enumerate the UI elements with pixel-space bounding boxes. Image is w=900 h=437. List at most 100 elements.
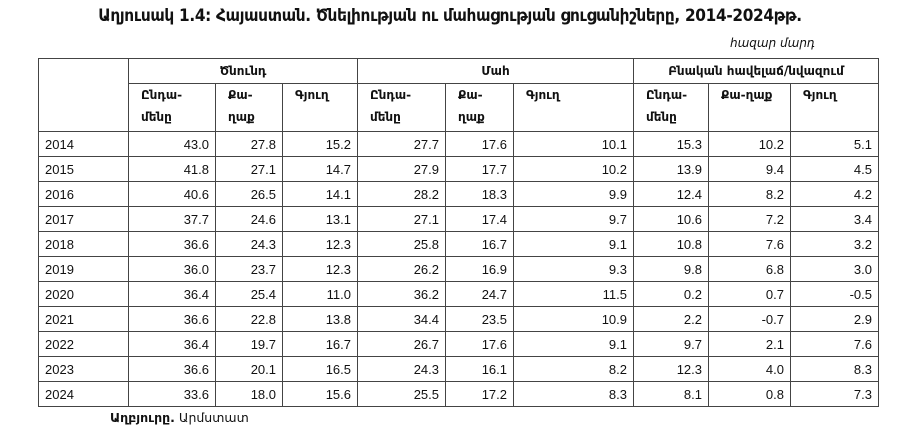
- source-note: Աղբյուրը. Արմստատ: [110, 410, 249, 425]
- value-cell: 17.2: [445, 381, 514, 407]
- value-cell: 16.1: [445, 356, 514, 382]
- data-table: Ծնունդ Մահ Բնական հավելաճ/նվազում Ընդա-մ…: [38, 58, 879, 407]
- value-cell: 9.1: [513, 331, 634, 357]
- table-row: 2020 36.4 25.4 11.0 36.2 24.7 11.5 0.2 0.7 -0.5: [38, 281, 879, 307]
- value-cell: 26.2: [357, 256, 446, 282]
- subheader: Ընդա-մենը: [633, 83, 709, 132]
- table-row: 2021 36.6 22.8 13.8 34.4 23.5 10.9 2.2 -0.7 2.9: [38, 306, 879, 332]
- table-title: Աղյուսակ 1.4: Հայաստան. Ծնելիության ու մ…: [98, 6, 802, 26]
- value-cell: 9.7: [633, 331, 709, 357]
- year-cell: 2014: [38, 131, 129, 157]
- value-cell: 13.1: [282, 206, 358, 232]
- subheader-line: Գյուղ: [295, 88, 329, 102]
- value-cell: 0.7: [708, 281, 791, 307]
- value-cell: 22.8: [215, 306, 283, 332]
- table-row: 2019 36.0 23.7 12.3 26.2 16.9 9.3 9.8 6.8 3.0: [38, 256, 879, 282]
- subheader: Գյուղ: [790, 83, 879, 132]
- value-cell: 25.5: [357, 381, 446, 407]
- value-cell: 27.8: [215, 131, 283, 157]
- value-cell: 26.7: [357, 331, 446, 357]
- table-row: 2017 37.7 24.6 13.1 27.1 17.4 9.7 10.6 7.2 3.4: [38, 206, 879, 232]
- value-cell: 16.7: [445, 231, 514, 257]
- value-cell: 27.9: [357, 156, 446, 182]
- value-cell: 9.8: [633, 256, 709, 282]
- year-cell: 2023: [38, 356, 129, 382]
- value-cell: 12.4: [633, 181, 709, 207]
- value-cell: 28.2: [357, 181, 446, 207]
- value-cell: 34.4: [357, 306, 446, 332]
- subheader-line: Քա-: [458, 88, 483, 102]
- value-cell: 9.1: [513, 231, 634, 257]
- unit-label: հազար մարդ: [730, 36, 815, 50]
- table-row: 2023 36.6 20.1 16.5 24.3 16.1 8.2 12.3 4.0 8.3: [38, 356, 879, 382]
- value-cell: 3.2: [790, 231, 879, 257]
- value-cell: 16.9: [445, 256, 514, 282]
- group-header-deaths: Մահ: [357, 58, 634, 84]
- year-cell: 2016: [38, 181, 129, 207]
- value-cell: 10.1: [513, 131, 634, 157]
- value-cell: 11.5: [513, 281, 634, 307]
- year-cell: 2017: [38, 206, 129, 232]
- value-cell: 27.1: [357, 206, 446, 232]
- year-cell: 2022: [38, 331, 129, 357]
- source-label: Աղբյուրը.: [110, 410, 175, 425]
- subheader: Գյուղ: [513, 83, 634, 132]
- value-cell: 24.3: [357, 356, 446, 382]
- value-cell: 8.3: [790, 356, 879, 382]
- value-cell: 17.4: [445, 206, 514, 232]
- value-cell: 10.2: [513, 156, 634, 182]
- subheader-line: Գյուղ: [526, 88, 560, 102]
- value-cell: 9.3: [513, 256, 634, 282]
- value-cell: 9.9: [513, 181, 634, 207]
- value-cell: 16.7: [282, 331, 358, 357]
- value-cell: 10.9: [513, 306, 634, 332]
- value-cell: 4.2: [790, 181, 879, 207]
- value-cell: 10.6: [633, 206, 709, 232]
- value-cell: 16.5: [282, 356, 358, 382]
- value-cell: 19.7: [215, 331, 283, 357]
- value-cell: 4.5: [790, 156, 879, 182]
- value-cell: 5.1: [790, 131, 879, 157]
- year-cell: 2021: [38, 306, 129, 332]
- value-cell: 41.8: [128, 156, 216, 182]
- table-row: 2015 41.8 27.1 14.7 27.9 17.7 10.2 13.9 9.4 4.5: [38, 156, 879, 182]
- value-cell: 17.7: [445, 156, 514, 182]
- year-cell: 2020: [38, 281, 129, 307]
- value-cell: 8.2: [708, 181, 791, 207]
- value-cell: 9.7: [513, 206, 634, 232]
- value-cell: 36.6: [128, 231, 216, 257]
- value-cell: 8.3: [513, 381, 634, 407]
- subheader-line: Ընդա-: [141, 88, 183, 102]
- value-cell: 15.6: [282, 381, 358, 407]
- table-row: 2022 36.4 19.7 16.7 26.7 17.6 9.1 9.7 2.1 7.6: [38, 331, 879, 357]
- value-cell: 13.8: [282, 306, 358, 332]
- year-cell: 2019: [38, 256, 129, 282]
- subheader: Ընդա-մենը: [357, 83, 446, 132]
- subheader-line: ղաք: [458, 110, 485, 124]
- value-cell: 7.6: [790, 331, 879, 357]
- subheader-line: ղաք: [228, 110, 255, 124]
- subheader-line: մենը: [141, 110, 172, 124]
- value-cell: 7.2: [708, 206, 791, 232]
- value-cell: 0.2: [633, 281, 709, 307]
- value-cell: 23.5: [445, 306, 514, 332]
- value-cell: 17.6: [445, 131, 514, 157]
- value-cell: 4.0: [708, 356, 791, 382]
- value-cell: 8.1: [633, 381, 709, 407]
- subheader-line: Քա-ղաք: [721, 88, 773, 102]
- year-cell: 2018: [38, 231, 129, 257]
- year-cell: 2024: [38, 381, 129, 407]
- value-cell: 36.4: [128, 331, 216, 357]
- subheader-line: մենը: [646, 110, 677, 124]
- value-cell: 36.2: [357, 281, 446, 307]
- value-cell: 33.6: [128, 381, 216, 407]
- subheader: Քա-ղաք: [708, 83, 791, 132]
- value-cell: 7.3: [790, 381, 879, 407]
- value-cell: 25.8: [357, 231, 446, 257]
- value-cell: 0.8: [708, 381, 791, 407]
- group-header-births: Ծնունդ: [128, 58, 358, 84]
- value-cell: 36.6: [128, 356, 216, 382]
- value-cell: 26.5: [215, 181, 283, 207]
- value-cell: 36.0: [128, 256, 216, 282]
- value-cell: 18.0: [215, 381, 283, 407]
